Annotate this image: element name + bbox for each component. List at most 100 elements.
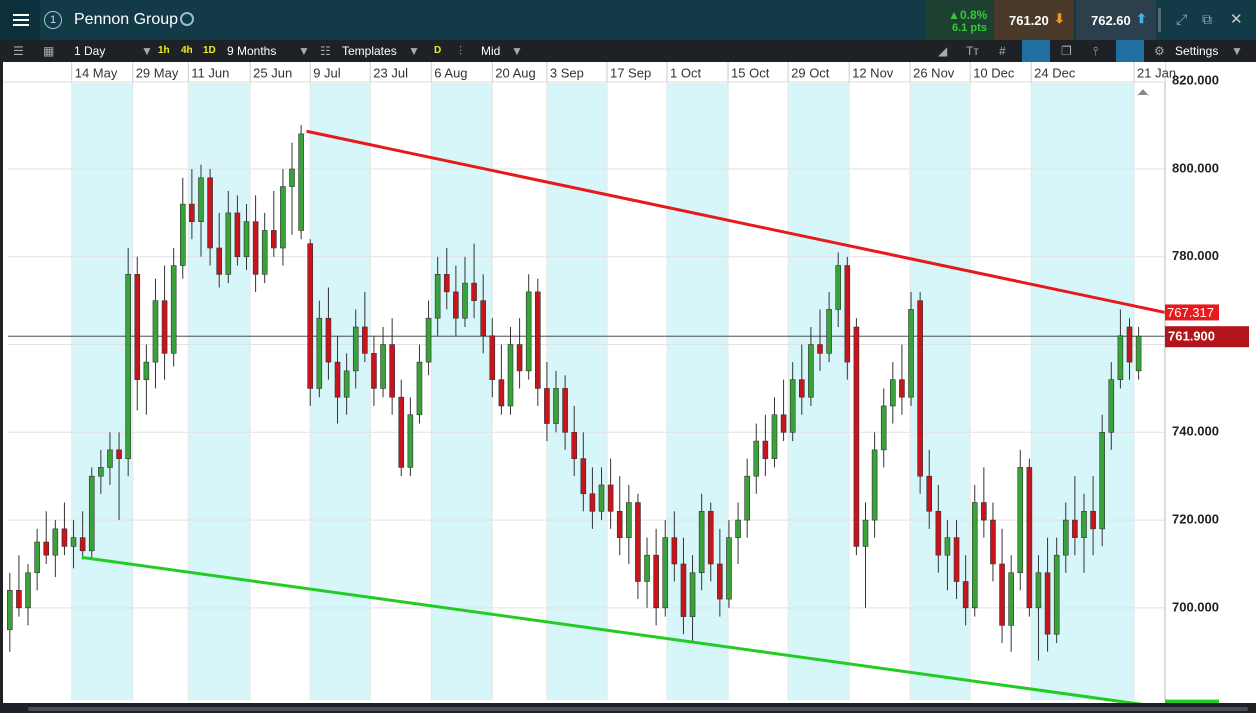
candle-body xyxy=(707,511,714,565)
candle-body xyxy=(662,537,669,609)
candle-body xyxy=(134,274,141,380)
popout-icon[interactable]: ⧉ xyxy=(1202,11,1212,27)
trendline xyxy=(306,129,1166,314)
candle-body xyxy=(234,212,241,258)
candle-body xyxy=(890,379,896,407)
x-tick-label: 6 Aug xyxy=(434,65,467,80)
candle-body xyxy=(125,274,131,459)
candle-body xyxy=(571,432,578,459)
candle-body xyxy=(598,484,605,512)
left-border xyxy=(0,62,3,713)
candle-body xyxy=(780,414,787,433)
candle-body xyxy=(680,563,687,617)
candle-body xyxy=(653,554,659,609)
change-pct: 0.8% xyxy=(960,8,988,22)
candle-body xyxy=(553,388,559,424)
scrollbar xyxy=(28,707,1248,711)
close-icon[interactable]: ✕ xyxy=(1230,11,1243,28)
interval-select[interactable]: 1 Day xyxy=(74,44,106,58)
badge[interactable]: 1 xyxy=(44,11,62,29)
quick-interval[interactable]: 1h xyxy=(158,45,170,56)
text-icon[interactable]: Tт xyxy=(966,44,979,58)
x-tick-label: 26 Nov xyxy=(913,65,955,80)
sell-price: 761.20 xyxy=(1009,13,1049,28)
settings-button[interactable]: Settings xyxy=(1175,44,1219,58)
candle-body xyxy=(953,537,960,582)
candle-body xyxy=(717,563,723,600)
buy-button[interactable]: 762.60 ⬆ xyxy=(1076,0,1156,40)
x-tick-label: 12 Nov xyxy=(852,65,894,80)
candle-body xyxy=(1062,519,1069,556)
candle-body xyxy=(1081,511,1087,538)
sell-button[interactable]: 761.20 ⬇ xyxy=(994,0,1074,40)
candle-body xyxy=(261,230,268,275)
x-tick-label: 29 May xyxy=(136,65,179,80)
candle-body xyxy=(635,502,641,582)
candle-body xyxy=(43,541,50,556)
candle-body xyxy=(853,326,860,547)
x-tick-label: 29 Oct xyxy=(791,65,830,80)
x-tick-label: 9 Jul xyxy=(313,65,341,80)
candle-body xyxy=(434,274,441,319)
menu-button[interactable] xyxy=(0,0,40,40)
quick-interval[interactable]: 4h xyxy=(181,45,193,56)
candle-body xyxy=(252,221,259,275)
candle-body xyxy=(225,212,232,275)
candle-body xyxy=(981,502,987,521)
candle-body xyxy=(198,177,204,222)
expand-icon[interactable]: ⤢ xyxy=(1176,11,1188,27)
candle-body xyxy=(616,511,623,538)
x-tick-label: 3 Sep xyxy=(550,65,584,80)
quick-interval[interactable]: 1D xyxy=(203,45,216,56)
candle-body xyxy=(1126,326,1133,363)
candle-body xyxy=(207,177,213,249)
y-tick-label: 720.000 xyxy=(1172,512,1219,527)
depth-icon[interactable] xyxy=(1158,8,1171,32)
draw-icon[interactable]: ◢ xyxy=(938,44,948,58)
layout-icon[interactable]: ▦ xyxy=(43,44,55,58)
x-tick-label: 24 Dec xyxy=(1034,65,1076,80)
candle-body xyxy=(1017,467,1024,574)
candle-body xyxy=(534,291,541,389)
x-tick-label: 10 Dec xyxy=(973,65,1015,80)
candle-body xyxy=(425,317,432,363)
candle-body xyxy=(471,282,477,301)
last-price-label: 761.900 xyxy=(1168,329,1215,344)
candle-body xyxy=(507,344,514,407)
candle-body xyxy=(179,203,186,266)
candle-body xyxy=(835,265,841,310)
templates-button[interactable]: Templates xyxy=(342,44,397,58)
candle-body xyxy=(271,230,277,249)
candle-body xyxy=(1053,554,1060,635)
candle-body xyxy=(516,344,523,372)
candle-body xyxy=(61,528,68,547)
price-axis xyxy=(1165,62,1256,713)
candle-body xyxy=(844,265,851,363)
range-select[interactable]: 9 Months xyxy=(227,44,277,58)
candle-body xyxy=(580,458,587,495)
x-tick-label: 11 Jun xyxy=(191,65,229,80)
candle-body xyxy=(935,511,942,556)
mode-button[interactable]: D xyxy=(434,45,442,56)
candle-body xyxy=(1099,432,1105,530)
candle-body xyxy=(298,133,304,231)
candle-body xyxy=(908,309,914,398)
list-icon[interactable]: ☰ xyxy=(13,44,24,58)
candle-body xyxy=(771,414,778,459)
x-tick-label: 21 Jan xyxy=(1137,65,1176,80)
grid-icon[interactable]: # xyxy=(999,44,1006,58)
price-select[interactable]: Mid xyxy=(481,44,501,58)
candle-body xyxy=(990,519,996,565)
candle-body xyxy=(334,361,341,398)
copy-icon[interactable]: ❐ xyxy=(1061,44,1072,58)
candle-body xyxy=(1090,511,1096,530)
x-tick-label: 1 Oct xyxy=(670,65,701,80)
crosshair-icon[interactable] xyxy=(1022,40,1050,62)
candle-body xyxy=(116,449,122,459)
candle-icon[interactable]: ⫯ xyxy=(1093,44,1099,58)
tag-icon[interactable] xyxy=(1116,40,1144,62)
candle-body xyxy=(443,274,450,293)
search-icon[interactable] xyxy=(180,12,194,26)
candle-body xyxy=(762,440,769,459)
trendline-price-box xyxy=(1165,304,1219,321)
